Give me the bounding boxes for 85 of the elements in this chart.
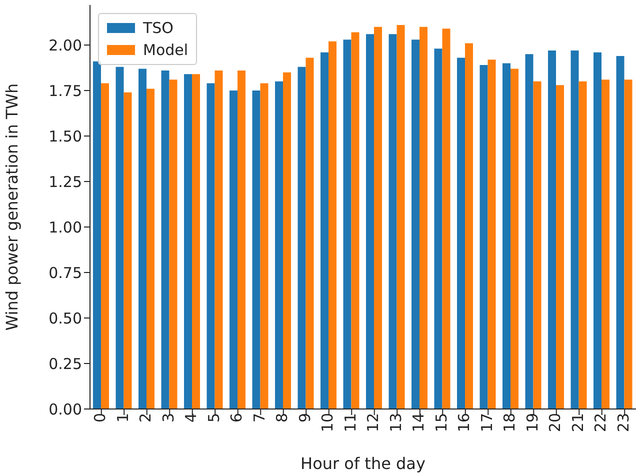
x-tick-label: 23 <box>614 413 632 432</box>
bar <box>480 65 488 409</box>
x-tick-label: 9 <box>296 413 314 423</box>
x-tick-label: 2 <box>136 413 155 423</box>
bar <box>602 80 610 409</box>
bar <box>624 80 632 409</box>
x-tick-label: 12 <box>364 413 382 432</box>
y-tick-label: 0.50 <box>48 309 82 328</box>
bar <box>230 90 238 409</box>
x-tick-label: 21 <box>568 413 587 432</box>
bar <box>548 50 556 409</box>
y-tick-label: 0.75 <box>48 264 82 282</box>
x-tick-label: 11 <box>341 413 360 432</box>
bar <box>101 83 109 409</box>
bar <box>116 66 124 409</box>
bar <box>192 74 200 409</box>
bar <box>252 90 260 409</box>
bar <box>214 70 223 409</box>
bar <box>570 50 579 409</box>
bar <box>434 48 442 409</box>
x-tick-label: 15 <box>432 413 450 432</box>
bar <box>306 58 314 409</box>
x-axis-title: Hour of the day <box>300 454 426 473</box>
y-tick-label: 1.50 <box>48 127 82 146</box>
bar <box>502 63 510 409</box>
bar <box>594 52 602 409</box>
bar <box>343 40 352 409</box>
y-tick-label: 0.00 <box>48 400 82 418</box>
x-tick-label: 5 <box>204 413 223 423</box>
bar <box>374 26 382 409</box>
x-tick-label: 22 <box>592 413 610 432</box>
bar <box>396 25 405 409</box>
y-tick-label: 1.00 <box>48 218 82 236</box>
bar <box>412 40 420 409</box>
legend-label: TSO <box>143 18 174 39</box>
bar <box>169 80 178 409</box>
bar <box>366 34 374 409</box>
y-tick-label: 0.25 <box>48 354 82 373</box>
bar <box>146 88 154 409</box>
x-tick-label: 7 <box>250 413 268 423</box>
x-tick-label: 13 <box>386 413 405 432</box>
bar <box>488 60 496 409</box>
legend-label: Model <box>143 40 188 61</box>
bar <box>457 58 465 409</box>
x-tick-label: 20 <box>546 413 564 432</box>
bar <box>298 66 306 409</box>
bar <box>320 52 328 409</box>
bar <box>351 32 360 409</box>
bar <box>124 92 132 409</box>
bar <box>465 43 473 409</box>
x-tick-label: 10 <box>318 413 337 432</box>
x-tick-label: 17 <box>478 413 496 432</box>
x-tick-label: 1 <box>114 413 132 423</box>
y-tick-label: 2.00 <box>48 36 82 54</box>
x-tick-label: 0 <box>91 413 110 423</box>
bar <box>283 72 291 409</box>
bar <box>616 56 624 409</box>
bar <box>442 28 450 409</box>
x-tick-label: 6 <box>228 413 246 423</box>
x-tick-label: 3 <box>159 413 178 423</box>
bar <box>556 85 564 409</box>
bar <box>525 54 534 409</box>
x-tick-label: 14 <box>410 413 428 432</box>
bar <box>184 74 192 409</box>
x-tick-label: 19 <box>523 413 542 432</box>
bar <box>238 70 246 409</box>
bar <box>138 68 146 409</box>
x-tick-label: 18 <box>500 413 519 432</box>
bar <box>388 34 397 409</box>
y-tick-label: 1.75 <box>48 82 82 100</box>
y-tick-label: 1.25 <box>48 172 82 191</box>
bar <box>510 68 518 409</box>
x-tick-label: 8 <box>273 413 292 423</box>
bar <box>93 61 101 409</box>
bar <box>275 81 283 409</box>
bar <box>260 83 268 409</box>
y-axis-title: Wind power generation in TWh <box>2 83 22 331</box>
bar <box>328 41 336 409</box>
bar <box>420 26 428 409</box>
bar <box>206 83 215 409</box>
x-tick-label: 16 <box>455 413 474 432</box>
bar <box>533 81 542 409</box>
bar <box>578 81 587 409</box>
bar <box>161 70 170 409</box>
x-tick-label: 4 <box>182 413 200 423</box>
